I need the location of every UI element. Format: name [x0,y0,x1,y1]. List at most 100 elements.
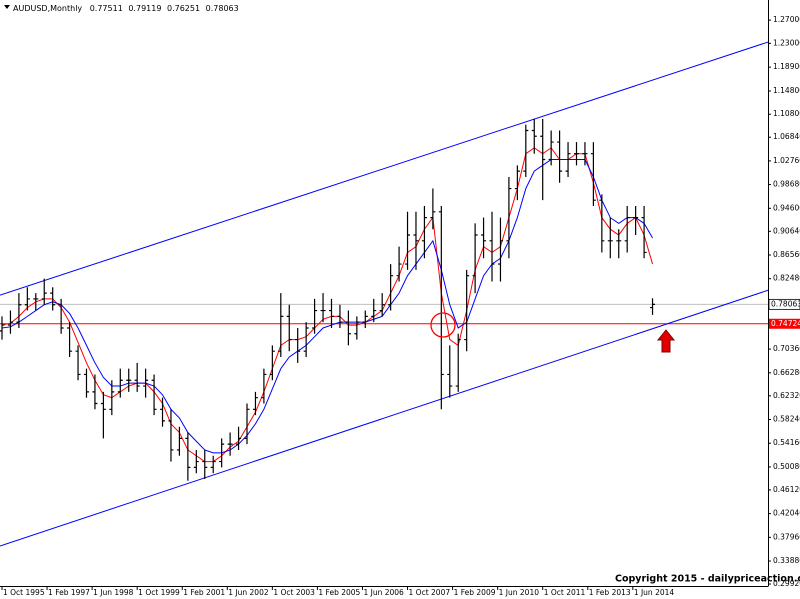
up-arrow [656,329,676,353]
ohlc-bar [574,142,579,166]
ohlc-bar [388,264,394,311]
ohlc-bar [633,205,639,236]
ohlc-bar [354,316,360,340]
ohlc-bar [590,142,596,206]
ohlc-bar [379,293,385,317]
high-value: 0.79119 [128,4,161,13]
ohlc-bar [413,211,419,270]
x-tick-label: 1 Oct 2011 [544,588,586,597]
ohlc-bar [193,449,199,474]
chart-header: AUDUSD,Monthly 0.77511 0.79119 0.76251 0… [13,4,239,13]
low-value: 0.76251 [167,4,200,13]
ohlc-bar [421,205,427,259]
ohlc-bar [430,188,436,230]
ohlc-bar [371,298,377,323]
level-label: 0.74724 [771,319,800,328]
ohlc-bar [345,310,351,346]
ohlc-bar [582,142,588,166]
ohlc-bar [92,374,98,410]
ohlc-bar [109,380,115,416]
y-tick-label: 1.18900 [773,62,800,71]
ohlc-bar [599,194,605,253]
ohlc-bar [650,298,656,315]
menu-arrow [4,5,10,9]
ohlc-bar [328,298,334,328]
ohlc-bar [531,118,537,154]
ohlc-bar [396,246,402,282]
x-tick-label: 1 Jun 2006 [363,588,404,597]
ohlc-bar [497,217,503,282]
ohlc-bar [134,362,140,392]
x-tick-label: 1 Jun 2014 [634,588,675,597]
x-tick-label: 1 Oct 1995 [3,588,45,597]
ohlc-bar [565,142,571,177]
ohlc-bar [24,287,30,311]
close-value: 0.78063 [206,4,239,13]
x-tick-label: 1 Oct 2003 [273,588,315,597]
ohlc-bar [7,310,13,334]
ohlc-bar [67,322,73,358]
copyright: Copyright 2015 - dailypriceaction.com [615,574,800,585]
ohlc-bar [337,304,343,328]
ohlc-bar [50,287,56,311]
ohlc-bar [168,409,174,462]
x-tick-label: 1 Feb 2013 [589,588,631,597]
x-tick-label: 1 Feb 2001 [183,588,225,597]
ohlc-bar [548,130,554,166]
ohlc-bar [100,391,106,439]
ohlc-bar [303,322,309,358]
open-value: 0.77511 [90,4,123,13]
symbol: AUDUSD,Monthly [13,4,82,13]
ohlc-bar [438,205,444,410]
moving-average [1,159,653,454]
ohlc-bar [464,269,470,352]
ohlc-bar [362,310,368,328]
ohlc-bar [405,211,411,270]
x-tick-label: 1 Jun 2002 [228,588,269,597]
y-tick-label: 1.14800 [773,86,800,95]
ohlc-bar [227,432,233,456]
ohlc-bar [641,205,647,259]
x-tick-label: 1 Feb 2009 [454,588,496,597]
ohlc-bar [58,298,64,334]
x-tick-label: 1 Oct 1999 [138,588,180,597]
ohlc-bar [295,327,301,363]
y-tick-label: 1.23000 [773,38,800,47]
ohlc-bar [176,426,182,456]
trendline [0,41,768,296]
ohlc-bar [312,298,318,334]
level-label-box [769,318,800,329]
ohlc-bar [506,176,512,259]
ohlc-bar [278,293,284,358]
moving-average [1,147,654,463]
price-label-box [768,298,800,310]
y-tick-label: 0.29920 [773,579,800,588]
ohlc-bar [320,293,326,323]
ohlc-bar [472,223,478,294]
x-tick-label: 1 Feb 1997 [48,588,90,597]
ohlc-bar [447,345,453,398]
ohlc-bar [252,391,258,416]
axes: 1.27000 1.23000 1.18900 1.14800 1.10800 1.068… [1,15,800,597]
ohlc-bar [523,124,529,177]
ohlc-bar [236,426,242,450]
ohlc-bar [41,278,47,305]
ohlc-bar [16,293,22,328]
ohlc-bar [185,432,191,481]
ohlc-bar [0,316,5,340]
